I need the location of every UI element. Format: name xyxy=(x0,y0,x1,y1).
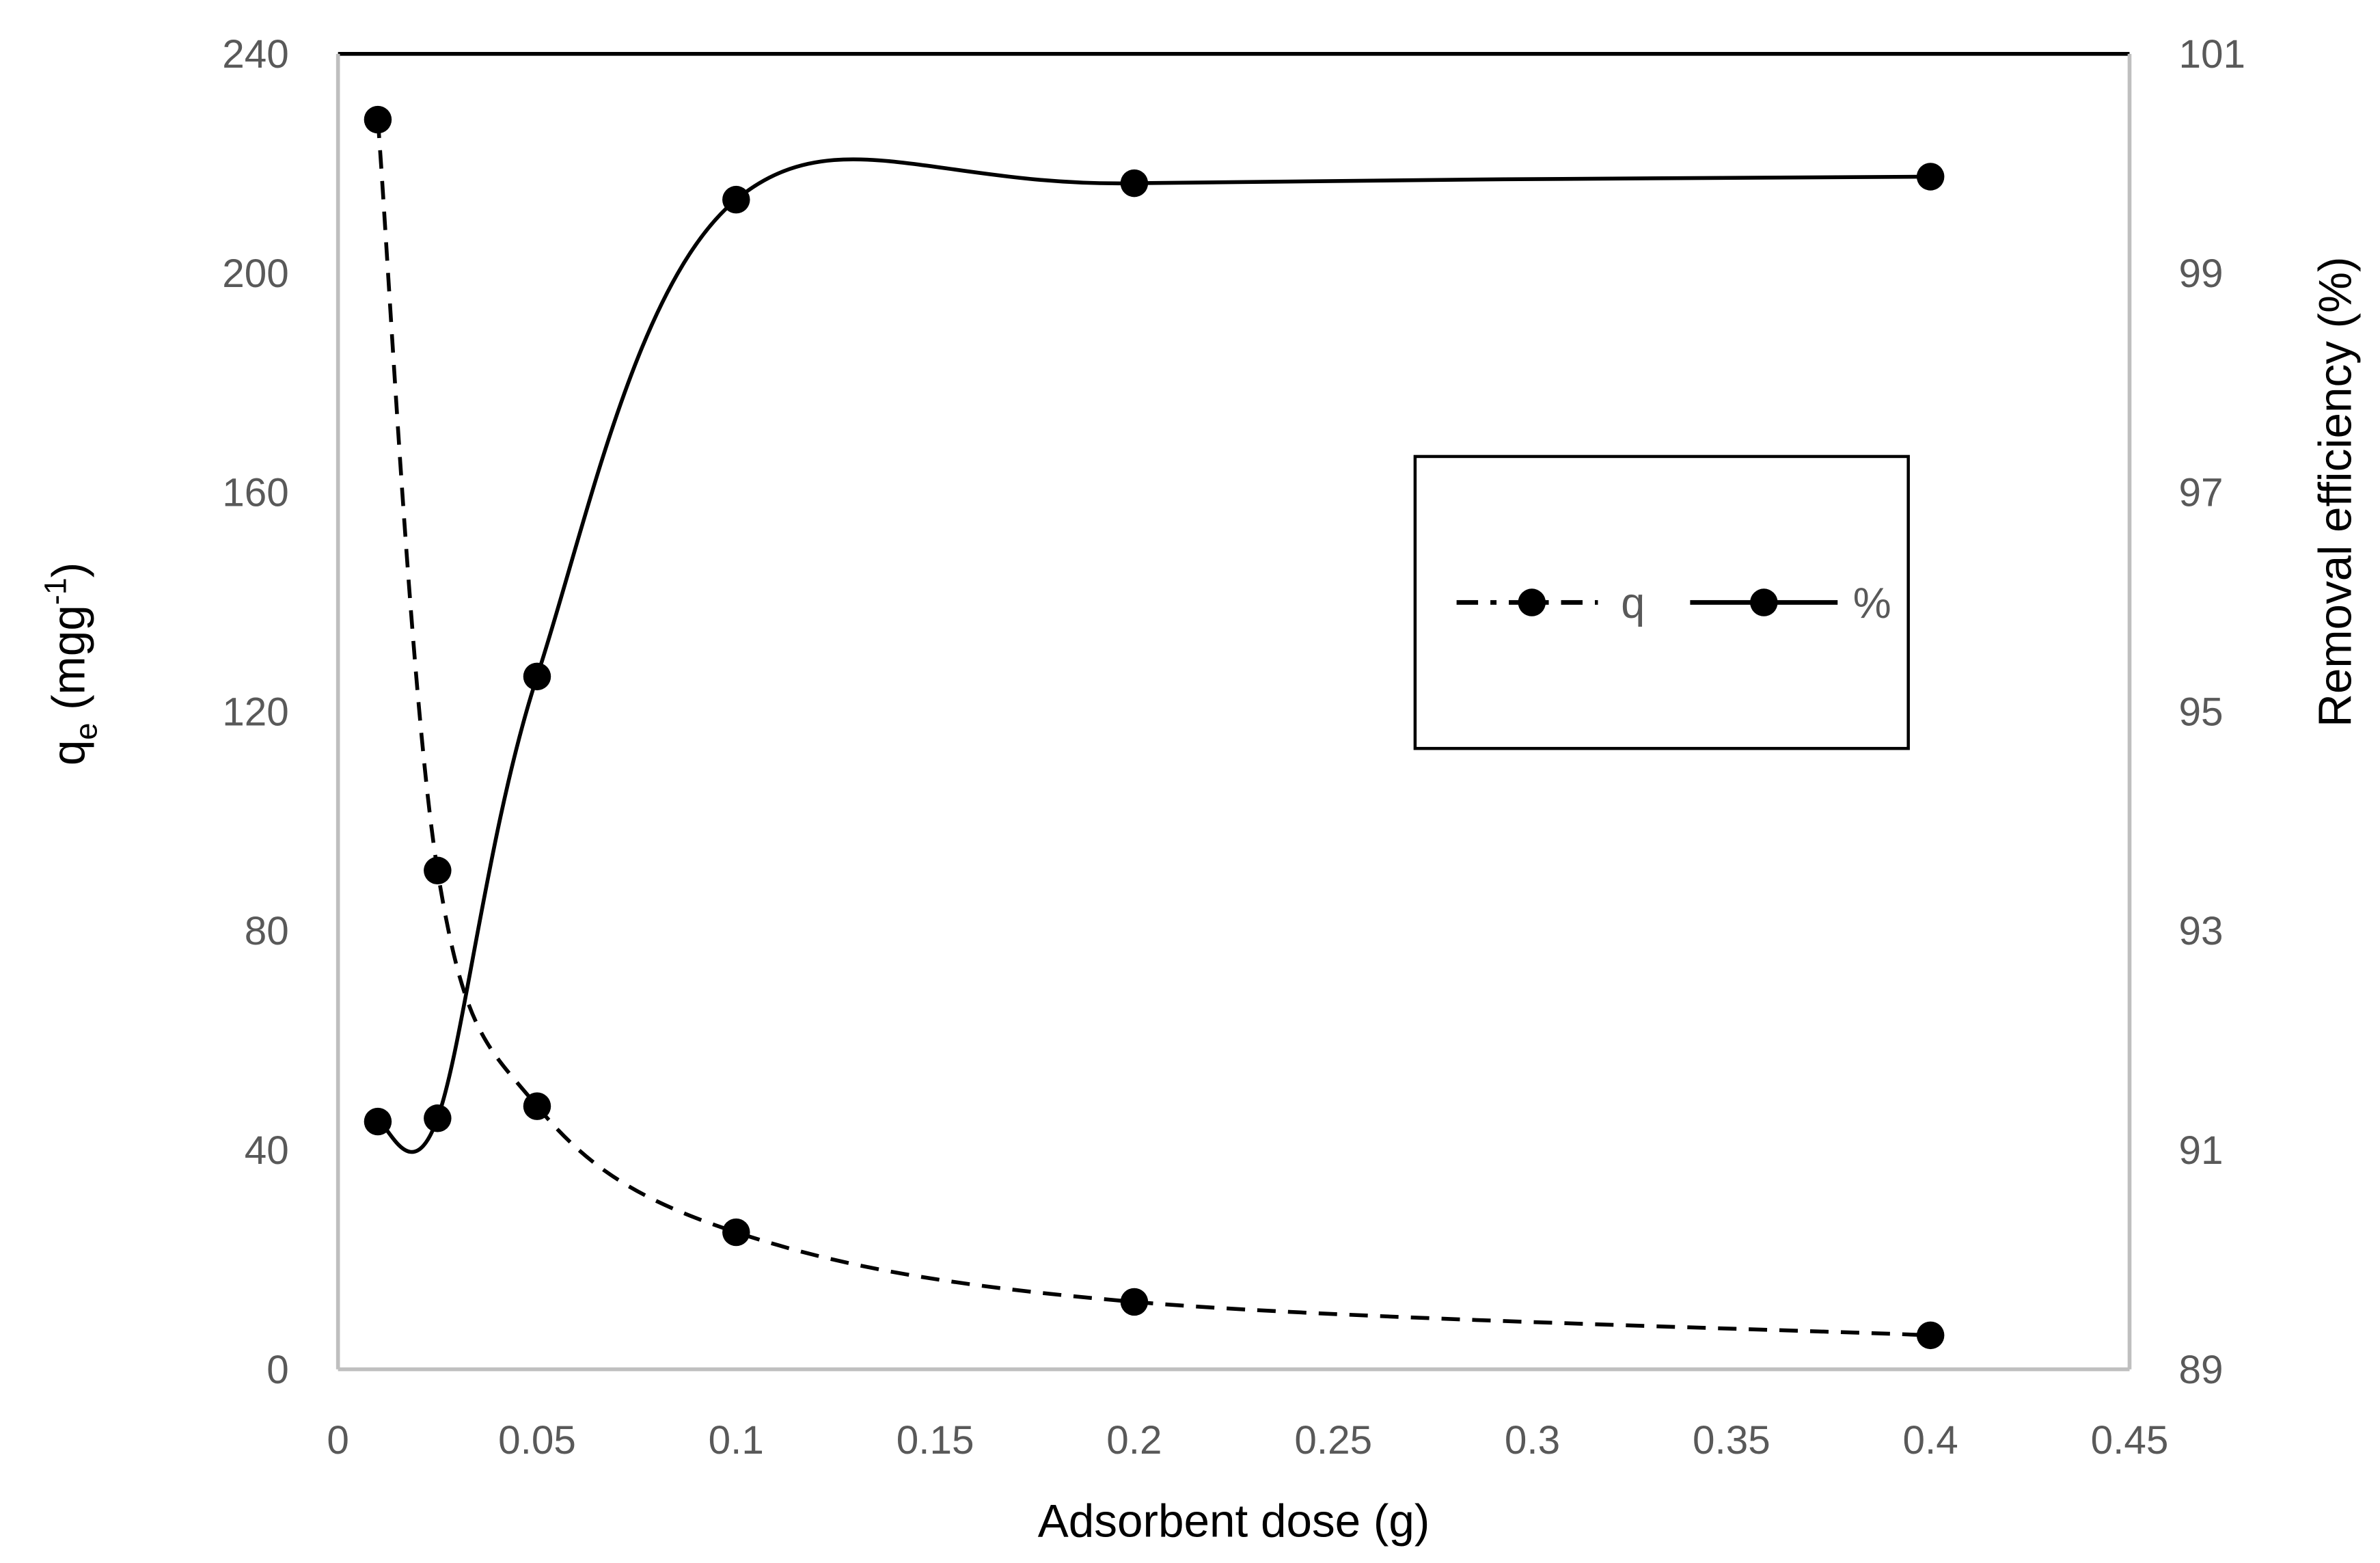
q-marker xyxy=(523,1092,551,1120)
legend-box xyxy=(1413,454,1910,750)
legend: q % xyxy=(1413,454,1910,750)
removal-efficiency-marker xyxy=(424,1104,452,1132)
y-tick-label: 160 xyxy=(222,471,289,515)
y2-tick-label: 99 xyxy=(2178,252,2223,296)
y-tick-label: 240 xyxy=(222,32,289,77)
legend-label-q: q xyxy=(1621,580,1645,627)
removal-efficiency-marker xyxy=(1120,169,1149,198)
y2-tick-label: 89 xyxy=(2178,1348,2223,1392)
x-tick-label: 0.35 xyxy=(1693,1418,1770,1463)
y-tick-label: 0 xyxy=(266,1348,289,1392)
x-tick-label: 0.4 xyxy=(1903,1418,1958,1463)
y-tick-label: 80 xyxy=(245,909,289,953)
legend-q-marker xyxy=(1518,588,1546,616)
q-marker xyxy=(364,105,392,134)
y2-tick-label: 95 xyxy=(2178,690,2223,734)
removal-efficiency-marker xyxy=(1916,163,1945,191)
x-tick-label: 0.2 xyxy=(1106,1418,1162,1463)
q-marker xyxy=(424,856,452,885)
x-axis-title: Adsorbent dose (g) xyxy=(1038,1496,1430,1547)
removal-efficiency-marker xyxy=(364,1107,392,1136)
x-tick-label: 0 xyxy=(327,1418,349,1463)
y2-axis-title: Removal efficiency (%) xyxy=(2310,256,2361,726)
x-tick-label: 0.1 xyxy=(709,1418,764,1463)
q-marker xyxy=(1916,1321,1945,1350)
q-line xyxy=(376,119,1931,1337)
axes: 0 0.05 0.1 0.15 0.2 0.25 0.3 0.35 0.4 0.45 0 40 80 12… xyxy=(222,32,2245,1463)
y-axis-title: qe (mgg-1) xyxy=(38,562,104,765)
x-tick-label: 0.15 xyxy=(897,1418,974,1463)
legend-percent-marker xyxy=(1750,588,1778,616)
y2-tick-label: 91 xyxy=(2178,1128,2223,1173)
series-layer xyxy=(364,105,1945,1350)
removal-efficiency-marker xyxy=(722,185,750,214)
y-tick-label: 200 xyxy=(222,252,289,296)
x-tick-label: 0.45 xyxy=(2091,1418,2169,1463)
y-tick-label: 40 xyxy=(245,1128,289,1173)
x-tick-label: 0.25 xyxy=(1294,1418,1372,1463)
x-tick-label: 0.3 xyxy=(1505,1418,1560,1463)
y2-tick-label: 93 xyxy=(2178,909,2223,953)
y2-tick-label: 97 xyxy=(2178,471,2223,515)
x-tick-label: 0.05 xyxy=(498,1418,576,1463)
q-marker xyxy=(1120,1288,1149,1316)
removal-efficiency-marker xyxy=(523,662,551,691)
y2-tick-label: 101 xyxy=(2178,32,2245,77)
removal-efficiency-line xyxy=(377,157,1931,1154)
legend-label-percent: % xyxy=(1853,580,1891,627)
y-tick-label: 120 xyxy=(222,690,289,734)
q-marker xyxy=(722,1218,750,1247)
